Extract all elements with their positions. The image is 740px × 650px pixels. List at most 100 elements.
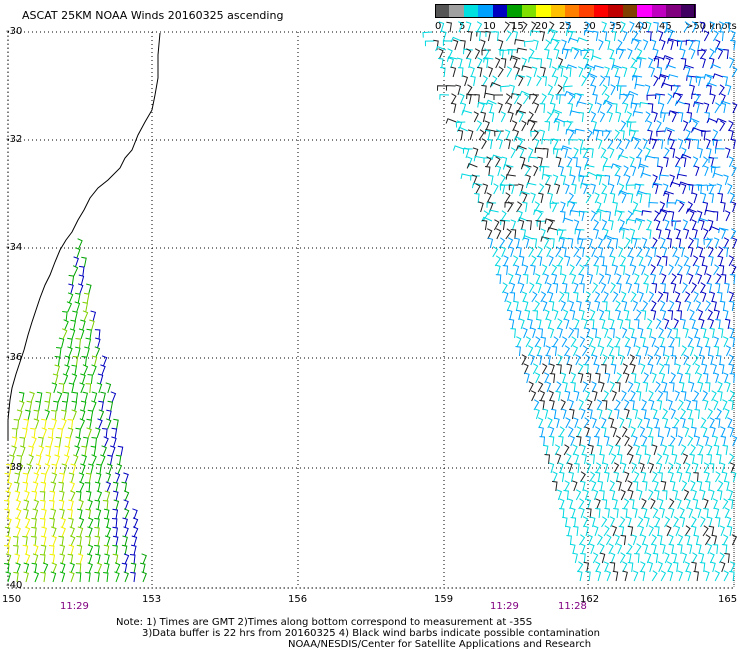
wind-barb [728,57,735,69]
wind-barb [616,543,623,555]
wind-barb [639,363,646,375]
wind-barb [638,21,645,33]
note-line-2: 3)Data buffer is 22 hrs from 20160325 4)… [142,628,600,639]
wind-barb [20,445,26,457]
wind-barb [18,391,25,403]
wind-barb [651,444,658,456]
time-label-east-2: 11:28 [558,601,587,612]
wind-barb [728,453,735,465]
wind-barb [628,93,635,105]
wind-barb [91,391,98,403]
legend-label: 10 [483,21,496,32]
wind-barb [548,327,555,339]
wind-barb [655,219,661,231]
wind-barb [86,553,93,565]
wind-barb [84,482,91,493]
wind-barb [578,111,584,123]
wind-barb [78,499,84,511]
wind-barb [731,66,738,78]
wind-barb [660,237,666,249]
wind-barb [114,571,120,583]
wind-barb [67,337,73,349]
wind-barb [551,480,558,492]
wind-barb [44,400,50,412]
wind-barb [584,426,590,438]
wind-barb [558,471,565,483]
wind-barb [553,148,563,155]
wind-barb [567,192,575,204]
wind-barb [724,22,731,33]
wind-barb [522,327,528,339]
wind-barb [720,274,727,285]
wind-barb [659,372,666,384]
wind-barb [659,336,665,348]
wind-barb [629,21,635,33]
wind-barb [691,127,702,133]
wind-barb [643,282,649,294]
wind-barb [694,264,700,276]
wind-barb [654,381,661,393]
wind-barb [44,463,51,475]
wind-barb [711,300,717,312]
wind-barb [548,255,554,267]
wind-barb [560,174,567,186]
wind-barb [531,93,538,105]
wind-barb [636,489,643,501]
wind-barb [632,481,639,492]
wind-barb [621,300,628,312]
wind-barb [575,489,582,501]
wind-barb [720,435,727,447]
wind-barb [613,508,619,519]
wind-barb [484,128,495,135]
wind-barb [85,472,92,484]
wind-barb [32,553,39,565]
wind-barb [601,417,607,429]
legend-label: 40 [635,21,648,32]
wind-barb [676,273,683,285]
wind-barb [94,346,101,358]
wind-barb [55,436,62,448]
wind-barb [556,84,563,96]
wind-barb [729,274,736,285]
wind-barb [141,553,147,565]
wind-barb [60,526,66,538]
wind-barb [579,283,585,294]
wind-barb [709,327,715,339]
wind-barb [47,436,54,448]
wind-barb [609,282,616,294]
wind-barb [731,534,738,546]
wind-barb [547,84,554,96]
wind-barb [578,273,585,285]
wind-barb [67,553,74,565]
wind-barb [664,127,675,133]
wind-barb [578,399,584,411]
wind-barb [532,165,539,177]
wind-barb [610,453,617,465]
wind-barb [518,147,525,159]
wind-barb [642,543,649,555]
wind-barb [644,246,651,258]
wind-barb [50,571,57,583]
wind-barb [69,571,75,583]
wind-barb [601,183,608,195]
wind-barb [565,21,571,33]
wind-barb [609,562,616,573]
wind-barb [103,562,110,574]
wind-barb [113,499,120,511]
wind-barb [667,399,673,411]
wind-barb [720,228,726,240]
wind-barb [722,399,728,411]
wind-barb [717,192,724,204]
wind-barb [497,66,504,78]
wind-barb [445,118,457,124]
wind-barb [495,274,502,285]
wind-barb [706,273,712,285]
wind-barb [665,64,676,70]
wind-barb [478,201,484,213]
wind-barb [545,345,551,357]
wind-barb [486,138,493,150]
wind-barb [94,517,100,529]
wind-barb [554,444,561,456]
wind-barb [528,381,534,393]
wind-barb [71,409,77,421]
